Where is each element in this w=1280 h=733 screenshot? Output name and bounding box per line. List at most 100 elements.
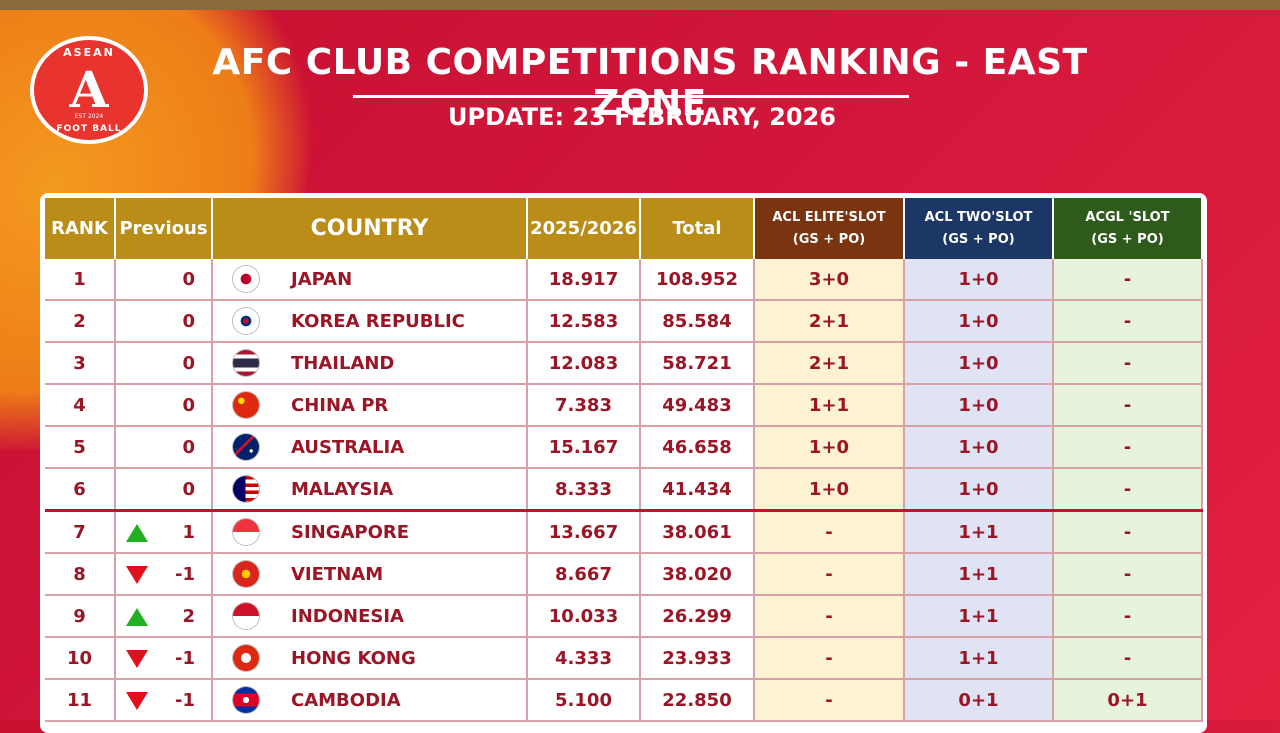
acl-two-cell: 1+0 — [904, 468, 1054, 512]
acgl-cell: - — [1053, 510, 1203, 554]
total-cell: 49.483 — [640, 384, 755, 427]
acgl-cell: - — [1053, 595, 1203, 638]
acl-elite-cell: - — [754, 637, 905, 680]
table-row: 3 0 THAILAND 12.083 58.721 2+1 1+0- — [45, 342, 1203, 385]
rank-cell: 9 — [45, 595, 116, 638]
acl-elite-cell: - — [754, 510, 905, 554]
total-cell: 85.584 — [640, 300, 755, 343]
previous-value: 0 — [182, 478, 195, 500]
table-row: 7 1 SINGAPORE 13.667 38.061-1+1- — [45, 510, 1203, 554]
table-row: 8 -1 VIETNAM 8.667 38.020-1+1- — [45, 553, 1203, 596]
acl-elite-cell: 1+0 — [754, 426, 905, 469]
total-cell: 38.020 — [640, 553, 755, 596]
country-cell: SINGAPORE — [279, 510, 528, 554]
rank-cell: 1 — [45, 259, 116, 301]
previous-value: -1 — [175, 563, 195, 585]
season-cell: 8.667 — [527, 553, 641, 596]
previous-value: 0 — [182, 268, 195, 290]
total-cell: 38.061 — [640, 510, 755, 554]
header-season: 2025/2026 — [527, 198, 641, 259]
indonesia-flag-icon — [233, 603, 259, 629]
header-previous: Previous — [115, 198, 213, 259]
rank-cell: 2 — [45, 300, 116, 343]
acgl-cell: - — [1053, 637, 1203, 680]
flag-cell — [212, 553, 279, 596]
acl-two-cell: 1+0 — [904, 259, 1054, 301]
header-acgl-label: ACGL 'SLOT — [1085, 209, 1170, 225]
vietnam-flag-icon — [233, 561, 259, 587]
japan-flag-icon — [233, 266, 259, 292]
previous-value: 0 — [182, 352, 195, 374]
acl-elite-cell: - — [754, 553, 905, 596]
rank-cell: 5 — [45, 426, 116, 469]
previous-value: -1 — [175, 689, 195, 711]
total-cell: 22.850 — [640, 679, 755, 722]
rank-cell: 4 — [45, 384, 116, 427]
acl-elite-cell: 3+0 — [754, 259, 905, 301]
season-cell: 7.383 — [527, 384, 641, 427]
season-cell: 12.083 — [527, 342, 641, 385]
previous-cell: 0 — [115, 342, 213, 385]
ranking-table: RANK Previous COUNTRY 2025/2026 Total AC… — [45, 198, 1203, 722]
table-row: 2 0 KOREA REPUBLIC 12.583 85.584 2+1 1+0- — [45, 300, 1203, 343]
header-country: COUNTRY — [212, 198, 528, 259]
flag-cell — [212, 300, 279, 343]
cambodia-flag-icon — [233, 687, 259, 713]
acl-two-cell: 1+1 — [904, 553, 1054, 596]
flag-cell — [212, 510, 279, 554]
header-rank: RANK — [45, 198, 116, 259]
previous-cell: 0 — [115, 300, 213, 343]
table-row: 10 -1 HONG KONG 4.333 23.933-1+1- — [45, 637, 1203, 680]
top-strip — [0, 0, 1280, 10]
acl-two-cell: 1+0 — [904, 300, 1054, 343]
acl-elite-cell: 2+1 — [754, 342, 905, 385]
australia-flag-icon — [233, 434, 259, 460]
acl-two-cell: 1+0 — [904, 342, 1054, 385]
hongkong-flag-icon — [233, 645, 259, 671]
acl-elite-cell: - — [754, 595, 905, 638]
header-acl-two-sub: (GS + PO) — [942, 231, 1015, 247]
table-row: 4 0 CHINA PR 7.383 49.483 1+1 1+0- — [45, 384, 1203, 427]
header-acgl: ACGL 'SLOT (GS + PO) — [1053, 198, 1203, 259]
rank-down-icon — [126, 650, 148, 668]
acl-elite-cell: - — [754, 679, 905, 722]
total-cell: 23.933 — [640, 637, 755, 680]
acgl-cell: - — [1053, 300, 1203, 343]
table-row: 1 0 JAPAN 18.917 108.952 3+0 1+0- — [45, 259, 1203, 301]
flag-cell — [212, 468, 279, 512]
country-cell: HONG KONG — [279, 637, 528, 680]
total-cell: 41.434 — [640, 468, 755, 512]
acl-elite-cell: 1+1 — [754, 384, 905, 427]
table-header-row: RANK Previous COUNTRY 2025/2026 Total AC… — [45, 198, 1203, 259]
header-acl-elite-sub: (GS + PO) — [792, 231, 866, 247]
previous-value: -1 — [175, 647, 195, 669]
table-row: 11 -1 CAMBODIA 5.100 22.850-0+1 0+1 — [45, 679, 1203, 722]
previous-value: 0 — [182, 394, 195, 416]
header-acl-two: ACL TWO'SLOT (GS + PO) — [904, 198, 1054, 259]
acl-two-cell: 1+1 — [904, 637, 1054, 680]
rank-up-icon — [126, 524, 148, 542]
country-cell: CHINA PR — [279, 384, 528, 427]
previous-cell: -1 — [115, 637, 213, 680]
country-cell: KOREA REPUBLIC — [279, 300, 528, 343]
country-cell: INDONESIA — [279, 595, 528, 638]
country-cell: THAILAND — [279, 342, 528, 385]
china-flag-icon — [233, 392, 259, 418]
country-cell: MALAYSIA — [279, 468, 528, 512]
flag-cell — [212, 342, 279, 385]
country-cell: AUSTRALIA — [279, 426, 528, 469]
flag-cell — [212, 637, 279, 680]
rank-cell: 10 — [45, 637, 116, 680]
acgl-cell: - — [1053, 468, 1203, 512]
season-cell: 13.667 — [527, 510, 641, 554]
acgl-cell: - — [1053, 553, 1203, 596]
previous-value: 0 — [182, 436, 195, 458]
flag-cell — [212, 384, 279, 427]
page-title: AFC CLUB COMPETITIONS RANKING - EAST ZON… — [212, 42, 1088, 124]
season-cell: 8.333 — [527, 468, 641, 512]
previous-cell: 0 — [115, 384, 213, 427]
season-cell: 4.333 — [527, 637, 641, 680]
table-row: 5 0 AUSTRALIA 15.167 46.658 1+0 1+0- — [45, 426, 1203, 469]
flag-cell — [212, 426, 279, 469]
season-cell: 10.033 — [527, 595, 641, 638]
